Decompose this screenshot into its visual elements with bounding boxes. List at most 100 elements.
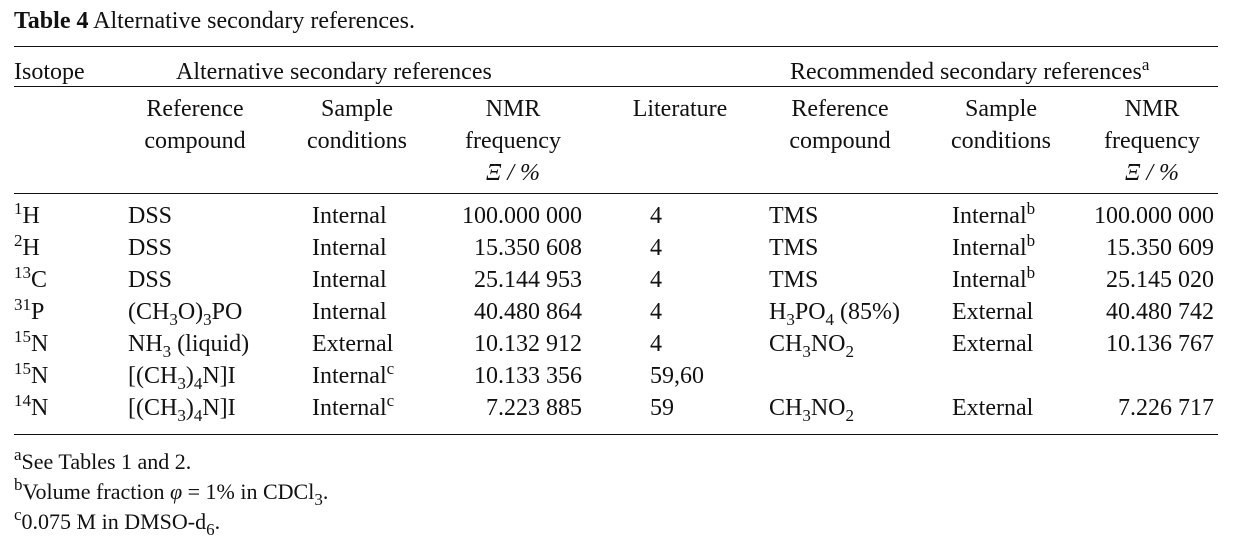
header-recommended: Recommended secondary referencesa: [790, 56, 1149, 84]
isotope-cell: 2H: [14, 232, 40, 260]
rec-conditions-text: External: [952, 395, 1034, 421]
element-symbol: C: [31, 267, 48, 293]
rec-sample-conditions: External: [952, 396, 1033, 420]
formula-part: TMS: [769, 235, 819, 261]
formula-part: N]I: [202, 395, 236, 421]
isotope-cell: 15N: [14, 360, 48, 388]
footnote-marker: b: [1026, 231, 1036, 250]
mass-number: 31: [14, 295, 31, 314]
formula-part: CH: [769, 331, 803, 357]
footnote-text: Volume fraction: [22, 479, 170, 504]
footnote-subscript: 6: [206, 520, 215, 539]
literature-ref: 4: [650, 331, 662, 357]
literature-ref: 59,60: [650, 363, 704, 389]
alt-conditions-text: Internal: [312, 299, 387, 325]
isotope-cell: 13C: [14, 264, 48, 293]
mass-number: 1: [14, 199, 23, 218]
rec-conditions-text: Internal: [952, 235, 1027, 261]
top-rule: [14, 46, 1218, 47]
formula-part: ): [185, 395, 194, 421]
formula-part: NO: [810, 395, 846, 421]
subheader-rec-freq: NMR frequency Ξ / %: [1104, 96, 1200, 186]
formula-subscript: 3: [786, 310, 795, 329]
bottom-rule: [14, 434, 1218, 435]
formula-part: (CH: [128, 299, 170, 325]
formula-part: [(CH: [128, 395, 178, 421]
formula-subscript: 3: [203, 310, 212, 329]
rec-sample-conditions: External: [952, 300, 1033, 324]
formula-part: TMS: [769, 203, 819, 229]
formula-subscript: 3: [169, 310, 178, 329]
caption-label: Table 4: [14, 8, 89, 34]
rec-sample-conditions: External: [952, 332, 1033, 356]
formula-part: PO: [211, 299, 243, 325]
formula-subscript: 3: [177, 374, 186, 393]
rec-reference-compound: TMS: [769, 204, 818, 228]
formula-subscript: 4: [193, 374, 203, 393]
alt-sample-conditions: Internal: [312, 300, 387, 324]
footnote-mark: b: [14, 475, 23, 494]
alt-reference-compound: NH3 (liquid): [128, 331, 250, 360]
formula-subscript: 2: [845, 342, 855, 361]
footnote-symbol: φ: [169, 479, 183, 504]
subheader-rec-cond: Sample conditions: [951, 96, 1051, 154]
rec-conditions-text: External: [952, 299, 1034, 325]
formula-subscript: 4: [825, 310, 835, 329]
formula-part: TMS: [769, 267, 819, 293]
footnote-marker: c: [386, 391, 395, 410]
alt-reference-compound: [(CH3)4N]I: [128, 363, 236, 392]
alt-sample-conditions: Internal: [312, 236, 387, 260]
footnote-mark: c: [14, 505, 22, 524]
alt-reference-compound: [(CH3)4N]I: [128, 395, 236, 424]
header-alternative: Alternative secondary references: [176, 59, 492, 85]
footnote-text: = 1% in CDCl: [182, 479, 315, 504]
formula-part: O): [177, 299, 204, 325]
literature-ref: 4: [650, 299, 662, 325]
alt-sample-conditions: External: [312, 332, 393, 356]
footnote-b: bVolume fraction φ = 1% in CDCl3.: [14, 476, 328, 508]
alt-reference-compound: DSS: [128, 268, 172, 292]
subheader-alt-ref: Reference compound: [144, 96, 246, 154]
alt-conditions-text: External: [312, 331, 394, 357]
alt-conditions-text: Internal: [312, 267, 387, 293]
formula-part: (liquid): [171, 331, 250, 357]
footnote-mark: a: [14, 445, 22, 464]
header-recommended-note: a: [1141, 55, 1150, 74]
alt-nmr-frequency: 25.144 953: [474, 267, 582, 293]
element-symbol: P: [31, 299, 45, 325]
rec-nmr-frequency: 15.350 609: [1106, 235, 1214, 261]
rec-reference-compound: TMS: [769, 268, 818, 292]
rec-reference-compound: H3PO4 (85%): [769, 299, 901, 328]
rec-conditions-text: Internal: [952, 203, 1027, 229]
rec-sample-conditions: Internalb: [952, 264, 1035, 293]
formula-subscript: 3: [162, 342, 172, 361]
alt-conditions-text: Internal: [312, 363, 387, 389]
footnote-text: See Tables 1 and 2.: [21, 449, 192, 474]
mass-number: 14: [14, 391, 31, 410]
footnote-marker: b: [1026, 199, 1036, 218]
alt-sample-conditions: Internalc: [312, 360, 394, 389]
rec-sample-conditions: Internalb: [952, 232, 1035, 261]
literature-ref: 4: [650, 267, 662, 293]
header-rule: [14, 193, 1218, 194]
alt-nmr-frequency: 10.132 912: [474, 331, 582, 357]
formula-subscript: 2: [845, 406, 855, 425]
mass-number: 2: [14, 231, 23, 250]
formula-part: ): [185, 363, 194, 389]
formula-part: NH: [128, 331, 163, 357]
formula-part: (85%): [834, 299, 901, 325]
element-symbol: H: [22, 203, 40, 229]
alt-reference-compound: DSS: [128, 236, 172, 260]
subheader-alt-cond: Sample conditions: [307, 96, 407, 154]
mass-number: 13: [14, 263, 31, 282]
formula-subscript: 3: [177, 406, 186, 425]
rec-conditions-text: External: [952, 331, 1034, 357]
alt-sample-conditions: Internal: [312, 268, 387, 292]
rec-conditions-text: Internal: [952, 267, 1027, 293]
formula-part: NO: [810, 331, 846, 357]
alt-conditions-text: Internal: [312, 395, 387, 421]
alt-sample-conditions: Internalc: [312, 392, 394, 421]
subheader-rec-ref: Reference compound: [789, 96, 891, 154]
element-symbol: N: [31, 395, 49, 421]
rec-nmr-frequency: 40.480 742: [1106, 299, 1214, 325]
